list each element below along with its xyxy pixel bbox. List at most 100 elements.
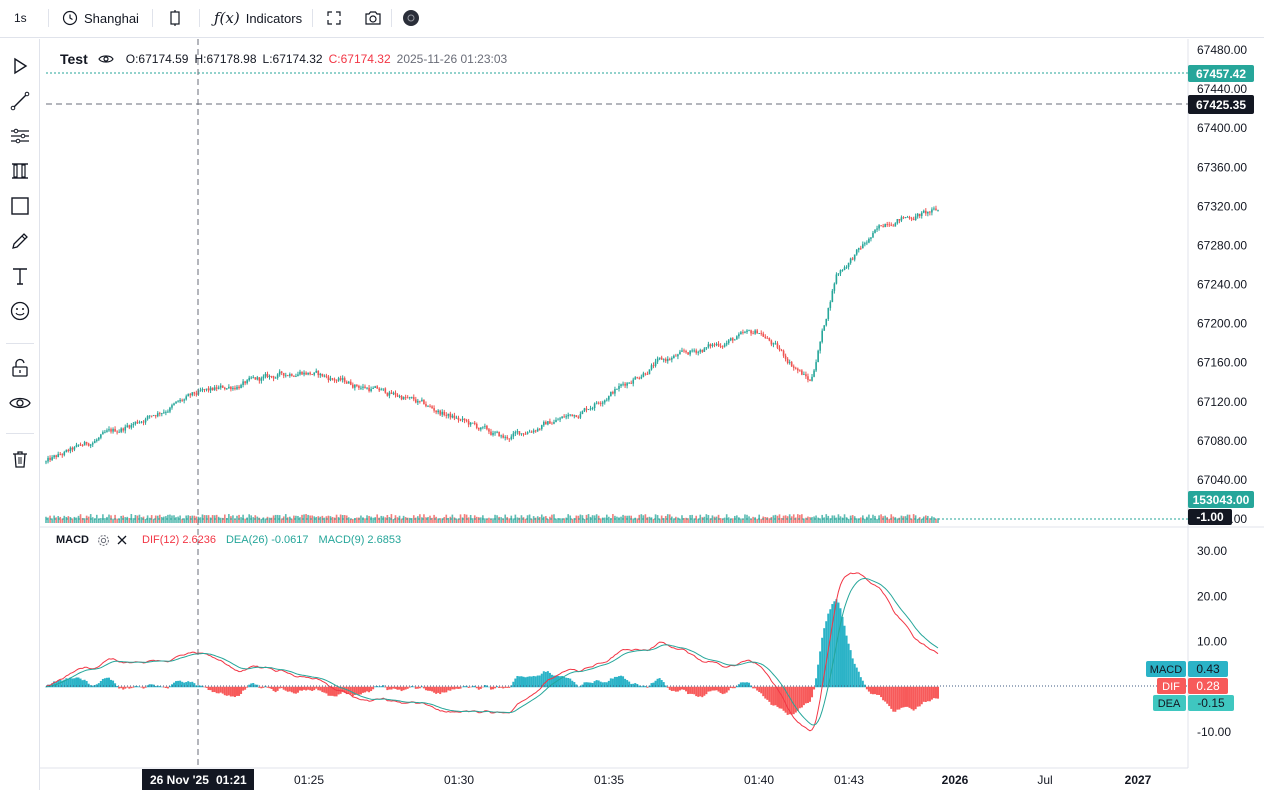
candle-body <box>213 387 216 391</box>
candle-body <box>624 383 626 386</box>
settings-icon[interactable] <box>97 534 110 547</box>
macd-hist-bar <box>319 686 322 691</box>
macd-hist-bar <box>416 686 419 689</box>
candle-body <box>400 395 403 400</box>
candle-body <box>648 369 651 375</box>
candle-body <box>264 373 267 377</box>
brush-tool[interactable] <box>8 231 32 255</box>
volume-bar <box>93 518 96 523</box>
price-tick: 67200.00 <box>1197 317 1247 331</box>
macd-value-tag <box>1188 661 1228 677</box>
candle-body <box>179 399 181 402</box>
volume-bar <box>500 517 502 523</box>
candle-body <box>443 411 446 415</box>
volume-bar <box>211 515 214 523</box>
timezone-button[interactable]: Shanghai <box>62 6 139 30</box>
time-axis[interactable]: 01:25 01:30 01:35 01:40 01:43 2026 Jul 2… <box>294 773 1152 787</box>
macd-hist-bar <box>926 686 929 702</box>
emoji-tool[interactable] <box>8 301 32 325</box>
candle-body <box>126 425 129 427</box>
macd-hist-bar <box>189 682 192 688</box>
legend-high: H:67178.98 <box>194 52 257 66</box>
candle-body <box>319 373 322 376</box>
macd-hist-bar <box>435 686 438 694</box>
candle-body <box>683 350 685 352</box>
candle-body <box>738 334 740 337</box>
volume-bar <box>868 514 870 523</box>
candle-body <box>250 377 253 379</box>
macd-hist-bar <box>660 680 663 688</box>
macd-hist-bar <box>930 686 933 700</box>
macd-hist-bar <box>622 676 625 688</box>
volume-label: 153043.00 <box>1193 493 1250 507</box>
candle-body <box>937 210 939 211</box>
volume-bar <box>368 515 370 523</box>
candle-body <box>61 454 64 456</box>
candle-body <box>526 432 529 435</box>
candle-body <box>585 408 588 410</box>
candle-body <box>699 349 702 352</box>
macd-hist-bar <box>855 667 858 688</box>
macd-hist-bar <box>309 686 312 691</box>
macd-hist-bar <box>414 686 417 689</box>
price-axis[interactable]: 67480.00 67440.00 67400.00 67360.00 67320.00… <box>1197 43 1247 526</box>
candle-body <box>605 399 608 401</box>
lock-tool[interactable] <box>8 358 32 382</box>
macd-hist-bar <box>815 678 818 688</box>
volume-bar <box>847 518 850 523</box>
candle-body <box>177 401 179 403</box>
macd-hist-bar <box>124 686 127 689</box>
screenshot-button[interactable] <box>364 6 382 30</box>
candle-body <box>656 358 659 362</box>
volume-bar <box>374 517 376 523</box>
theme-button[interactable] <box>402 6 420 30</box>
macd-hist-bar <box>355 686 358 695</box>
fullscreen-button[interactable] <box>326 6 342 30</box>
close-icon[interactable] <box>116 534 128 546</box>
delete-tool[interactable] <box>8 449 32 473</box>
candle-body <box>494 432 496 434</box>
macd-hist-bar <box>705 686 708 695</box>
cursor-tool[interactable] <box>8 56 32 80</box>
interval-button[interactable]: 1s <box>14 6 27 30</box>
macd-name-text: MACD <box>1150 664 1182 676</box>
rectangle-tool[interactable] <box>8 196 32 220</box>
timezone-label: Shanghai <box>84 10 139 26</box>
candle-body <box>146 416 149 420</box>
macd-hist-bar <box>323 686 326 693</box>
volume-bar <box>477 517 480 523</box>
candle-body <box>780 350 783 351</box>
text-tool[interactable] <box>8 266 32 290</box>
macd-hist-bar <box>349 686 352 695</box>
macd-hist-bar <box>85 681 88 688</box>
trendline-tool[interactable] <box>8 91 32 115</box>
volume-bar <box>291 518 293 523</box>
volume-bar <box>335 514 338 523</box>
candle-body <box>390 392 393 394</box>
candle-body <box>423 399 425 405</box>
fib-tool[interactable] <box>8 126 32 150</box>
macd-hist-bar <box>634 683 637 688</box>
macd-hist-bar <box>437 686 440 693</box>
candle-body <box>408 397 411 398</box>
chart-type-button[interactable] <box>166 6 184 30</box>
macd-indicator-name[interactable]: MACD <box>56 534 89 546</box>
channel-tool[interactable] <box>8 161 32 185</box>
candle-body <box>201 389 204 391</box>
candle-body <box>811 376 813 381</box>
indicators-button[interactable]: ƒ(x) Indicators <box>214 6 302 30</box>
symbol-name[interactable]: Test <box>60 51 88 67</box>
candle-body <box>778 347 781 351</box>
macd-hist-bar <box>896 686 899 710</box>
volume-bar <box>776 515 779 523</box>
candle-body <box>69 447 72 452</box>
macd-axis[interactable]: 30.00 20.00 10.00 -10.00 <box>1197 544 1231 739</box>
macd-hist-bar <box>788 686 791 715</box>
visibility-tool[interactable] <box>8 393 32 417</box>
volume-bar <box>215 514 218 523</box>
macd-hist-bar <box>886 686 889 704</box>
macd-hist-bar <box>697 686 700 697</box>
eye-icon[interactable] <box>98 53 114 65</box>
macd-hist-bar <box>380 686 383 688</box>
